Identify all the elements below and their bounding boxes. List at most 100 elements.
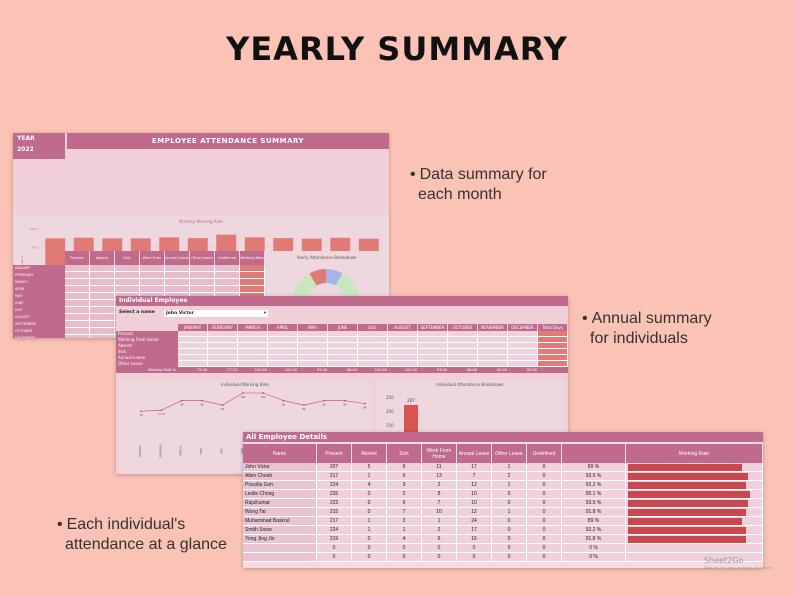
table-cell — [448, 361, 478, 367]
table-cell — [240, 286, 265, 293]
cell-annual: 12 — [457, 508, 492, 517]
table-cell — [478, 349, 508, 355]
cell-sick: 4 — [387, 535, 422, 544]
cell-present: 215 — [317, 508, 352, 517]
cell-present: 0 — [317, 544, 352, 553]
table-cell — [215, 272, 240, 279]
table-cell — [208, 349, 238, 355]
table-cell — [298, 331, 328, 337]
line-point — [221, 404, 224, 407]
cell-undef: 0 — [527, 535, 562, 544]
table-cell — [90, 321, 115, 328]
employee-name: Allen Cheah — [243, 472, 317, 481]
employee-name — [243, 553, 317, 562]
cell-other: 0 — [492, 535, 527, 544]
working-rate-value: 100.00 — [404, 368, 417, 372]
individual-header: Individual Employee — [116, 296, 568, 306]
point-label: 77.33 — [158, 412, 166, 416]
cell-present: 207 — [317, 463, 352, 472]
cell-annual: 17 — [457, 526, 492, 535]
table-cell — [418, 343, 448, 349]
table-cell — [358, 331, 388, 337]
cell-undef: 0 — [527, 463, 562, 472]
name-dropdown[interactable]: John Victor ▾ — [164, 310, 268, 317]
month-label: JUNE — [13, 300, 65, 307]
col-header: Working Rate % — [240, 251, 265, 274]
working-rate-value — [538, 367, 568, 373]
line-point — [241, 392, 244, 394]
working-rate-value: 86.00 — [346, 368, 357, 372]
working-rate-bar — [628, 509, 746, 516]
cell-other: 2 — [492, 472, 527, 481]
month-label: AUGUST — [13, 314, 65, 321]
table-cell — [165, 272, 190, 279]
year-value[interactable]: 2022 — [17, 146, 34, 153]
cell-present: 217 — [317, 472, 352, 481]
table-cell — [328, 361, 358, 367]
table-cell — [208, 331, 238, 337]
working-rate-bar — [628, 464, 742, 471]
working-rate-bar-cell — [626, 535, 763, 544]
month-header: DECEMBER — [508, 324, 538, 331]
year-label: YEAR — [17, 135, 35, 142]
cell-wfh: 6 — [422, 535, 457, 544]
month-header: JUNE — [328, 324, 358, 331]
working-rate-value: 95.00 — [316, 368, 327, 372]
col-header: Absent — [90, 251, 115, 265]
working-rate-bar-cell — [626, 481, 763, 490]
table-row: Leslie Chong 235 0 2 8 10 0 0 95.1 % — [243, 490, 763, 499]
table-row: JANUARY — [13, 265, 265, 272]
row-label: Absent — [116, 343, 178, 349]
cell-sick: 0 — [387, 544, 422, 553]
table-row: FEBRUARY — [13, 272, 265, 279]
table-cell — [208, 361, 238, 367]
month-label: MARCH — [13, 279, 65, 286]
table-row: APRIL — [13, 286, 265, 293]
cell-annual: 10 — [457, 490, 492, 499]
table-cell — [190, 279, 215, 286]
employee-name: Wong Tai — [243, 508, 317, 517]
col-header: Undefined — [215, 251, 240, 265]
table-cell — [508, 361, 538, 367]
cell-other: 0 — [492, 526, 527, 535]
cell-absent: 1 — [352, 526, 387, 535]
cell-annual: 24 — [457, 517, 492, 526]
table-row: Allen Cheah 217 1 6 13 7 2 0 93.5 % — [243, 472, 763, 481]
month-header: OCTOBER — [448, 324, 478, 331]
year-box: YEAR 2022 — [13, 133, 65, 159]
table-cell — [268, 361, 298, 367]
summary-header: EMPLOYEE ATTENDANCE SUMMARY — [67, 133, 389, 149]
chart-title: Monthly Working Rate — [179, 219, 224, 224]
table-cell — [538, 349, 568, 355]
month-header: AUGUST — [388, 324, 418, 331]
table-cell — [208, 343, 238, 349]
table-row: RajuKumar 222 0 6 7 10 0 0 93.5 % — [243, 499, 763, 508]
svg-text:200: 200 — [386, 409, 394, 414]
month-header: MARCH — [238, 324, 268, 331]
cell-other: 0 — [492, 544, 527, 553]
line-point — [201, 399, 203, 402]
table-cell — [538, 343, 568, 349]
table-cell — [238, 361, 268, 367]
callout-monthly: • Data summary for each month — [410, 166, 547, 203]
cell-absent: 5 — [352, 463, 387, 472]
table-cell — [140, 279, 165, 286]
working-rate-bar-cell — [626, 544, 763, 553]
table-cell — [388, 337, 418, 343]
svg-text:150: 150 — [386, 423, 394, 428]
month-label: FEBRUARY — [13, 272, 65, 279]
sheet2go-logo: Sheet2Go Data on your way. Anytime, Anyw… — [704, 556, 772, 570]
point-label: 100 — [261, 395, 266, 399]
logo-name: Sheet2Go — [704, 556, 744, 565]
table-cell — [165, 265, 190, 272]
col-header: Work From Home — [140, 251, 165, 274]
cell-sick: 6 — [387, 472, 422, 481]
table-row: Muhammad Baskrul 217 1 3 1 24 0 0 89 % — [243, 517, 763, 526]
cell-present: 219 — [317, 535, 352, 544]
table-row: Smith Snow 224 1 1 2 17 0 0 92.2 % — [243, 526, 763, 535]
line-point — [140, 410, 142, 413]
employee-name: John Victor — [243, 463, 317, 472]
employee-name: Smith Snow — [243, 526, 317, 535]
table-row: Other Leave — [116, 361, 568, 367]
callout-all-line1: Each individual's — [66, 516, 186, 533]
